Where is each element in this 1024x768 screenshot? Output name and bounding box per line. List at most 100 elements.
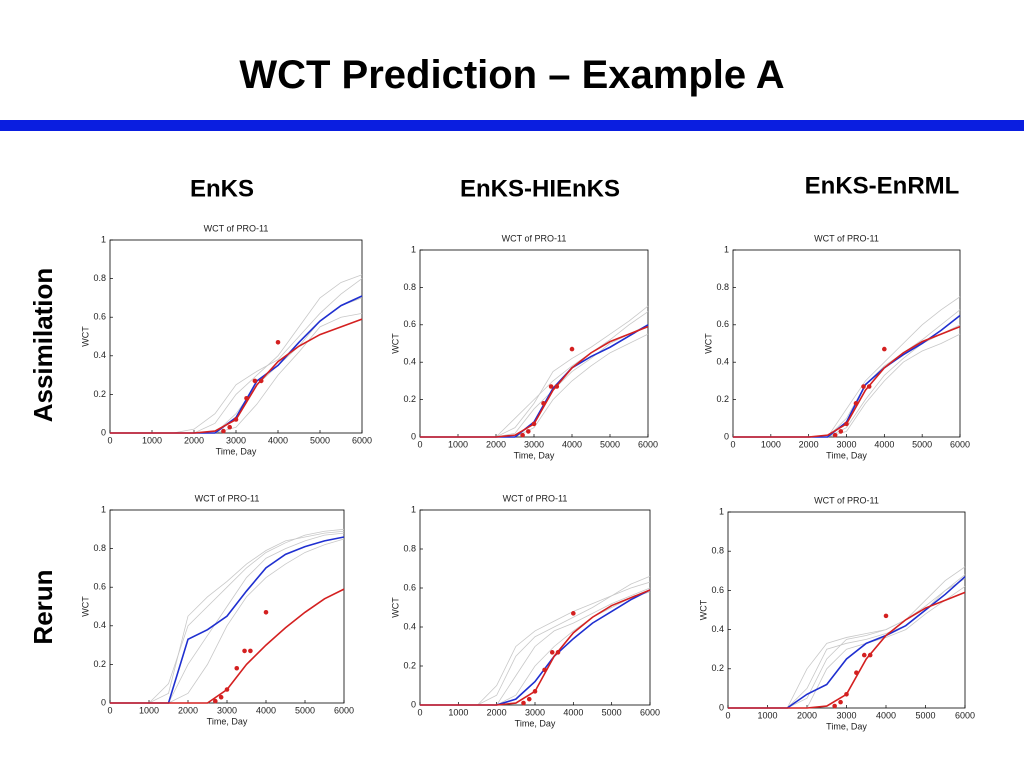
column-label: EnKS-HIEnKS [460, 175, 620, 202]
x-tick-label: 0 [417, 707, 422, 717]
y-tick-label: 0.4 [716, 357, 729, 367]
y-tick-label: 0 [411, 431, 416, 441]
x-tick-label: 3000 [524, 439, 544, 449]
y-axis-label: WCT [390, 597, 400, 618]
x-tick-label: 5000 [600, 439, 620, 449]
chart-title: WCT of PRO-11 [204, 223, 269, 233]
chart: WCT of PRO-11 Time, Day WCT 0 1000 2000 3000 40… [390, 493, 660, 728]
observation-point [234, 665, 240, 671]
x-tick-label: 4000 [876, 710, 896, 720]
column-label: EnKS [190, 175, 254, 202]
observation-point [213, 698, 218, 704]
y-axis-label: WCT [698, 599, 708, 620]
y-axis-label: WCT [80, 326, 90, 347]
observation-point [838, 429, 844, 434]
observation-point [838, 699, 843, 705]
chart-title: WCT of PRO-11 [814, 233, 879, 243]
observation-point [258, 378, 264, 384]
chart-title: WCT of PRO-11 [195, 493, 260, 503]
y-tick-label: 0.6 [711, 585, 724, 595]
y-tick-label: 0.8 [93, 273, 106, 283]
observation-point [244, 395, 249, 401]
x-tick-label: 6000 [638, 439, 658, 449]
x-tick-label: 5000 [310, 435, 330, 445]
x-tick-label: 1000 [139, 705, 159, 715]
y-tick-label: 0.6 [93, 582, 106, 592]
y-tick-label: 0.2 [403, 660, 416, 670]
x-axis-label: Time, Day [216, 446, 257, 456]
y-tick-label: 0 [101, 427, 106, 437]
x-tick-label: 6000 [640, 707, 660, 717]
observation-point [263, 609, 269, 615]
x-tick-label: 6000 [955, 710, 975, 720]
observation-point [867, 652, 873, 658]
y-tick-label: 0.2 [711, 663, 724, 673]
y-axis-label: WCT [703, 333, 713, 354]
y-tick-label: 0 [719, 702, 724, 712]
chart: WCT of PRO-11 Time, Day WCT 0 1000 2000 3000 40… [80, 493, 354, 726]
y-tick-label: 0.2 [93, 389, 106, 399]
observation-point [549, 650, 555, 655]
observation-point [569, 346, 575, 352]
observation-point [853, 401, 859, 406]
observation-point [227, 424, 232, 430]
y-tick-label: 1 [719, 506, 724, 516]
observation-point [571, 611, 576, 616]
chart: WCT of PRO-11 Time, Day WCT 0 1000 2000 3000 40… [390, 233, 658, 460]
observation-point [221, 428, 226, 434]
y-tick-label: 0 [101, 697, 106, 707]
y-tick-label: 0.4 [403, 357, 416, 367]
y-tick-label: 0.4 [93, 350, 106, 360]
column-label: EnKS-EnRML [805, 172, 960, 199]
chart-title: WCT of PRO-11 [814, 495, 879, 505]
x-tick-label: 2000 [486, 439, 506, 449]
x-tick-label: 4000 [268, 435, 288, 445]
y-tick-label: 0.2 [403, 394, 416, 404]
x-tick-label: 1000 [761, 439, 781, 449]
x-tick-label: 6000 [352, 435, 372, 445]
x-tick-label: 0 [107, 435, 112, 445]
observation-point [832, 703, 837, 709]
y-axis-label: WCT [390, 333, 400, 354]
y-tick-label: 0.4 [403, 621, 416, 631]
y-axis-label: WCT [80, 596, 90, 617]
x-tick-label: 6000 [950, 439, 970, 449]
y-tick-label: 0.8 [403, 282, 416, 292]
x-tick-label: 3000 [525, 707, 545, 717]
observation-point [233, 417, 239, 422]
x-tick-label: 1000 [142, 435, 162, 445]
observation-point [832, 432, 838, 438]
x-tick-label: 4000 [874, 439, 894, 449]
x-tick-label: 5000 [912, 439, 932, 449]
x-tick-label: 2000 [797, 710, 817, 720]
chart-title: WCT of PRO-11 [502, 233, 567, 243]
x-tick-label: 3000 [836, 439, 856, 449]
y-tick-label: 0.6 [403, 582, 416, 592]
y-tick-label: 1 [101, 234, 106, 244]
x-tick-label: 0 [725, 710, 730, 720]
y-tick-label: 0.4 [711, 624, 724, 634]
y-tick-label: 0.8 [711, 546, 724, 556]
observation-point [844, 421, 849, 427]
observation-point [218, 694, 224, 700]
observation-point [854, 670, 859, 676]
y-tick-label: 0 [724, 431, 729, 441]
x-tick-label: 0 [107, 705, 112, 715]
y-tick-label: 1 [724, 244, 729, 254]
chart-title: WCT of PRO-11 [503, 493, 568, 503]
chart: WCT of PRO-11 Time, Day WCT 0 1000 2000 3000 40… [698, 495, 975, 731]
chart: WCT of PRO-11 Time, Day WCT 0 1000 2000 3000 40… [80, 223, 372, 456]
y-tick-label: 1 [101, 504, 106, 514]
observation-point [555, 650, 561, 655]
y-tick-label: 1 [411, 504, 416, 514]
x-tick-label: 2000 [178, 705, 198, 715]
observation-point [844, 691, 849, 697]
plot-area [109, 239, 363, 434]
observation-point [526, 696, 532, 702]
x-tick-label: 4000 [256, 705, 276, 715]
observation-point [532, 689, 538, 694]
x-tick-label: 1000 [448, 707, 468, 717]
chart: WCT of PRO-11 Time, Day WCT 0 1000 2000 3000 40… [703, 233, 970, 460]
title-rule [0, 120, 1024, 131]
